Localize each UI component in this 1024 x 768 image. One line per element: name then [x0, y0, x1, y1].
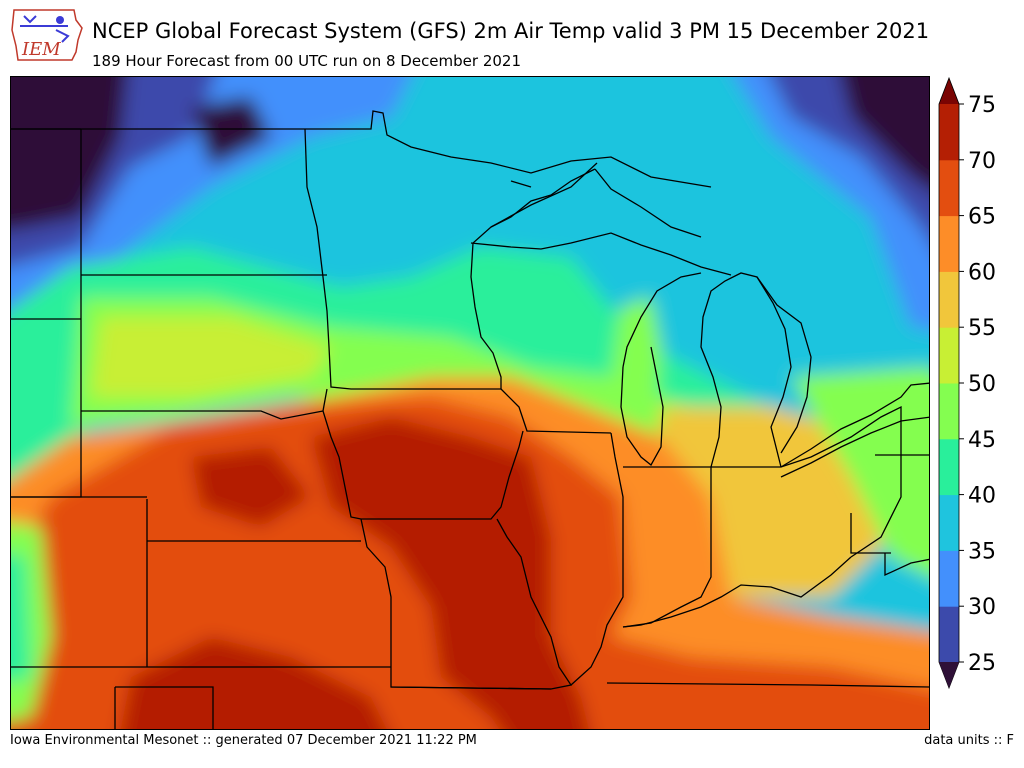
- colorbar-tick-label: 55: [968, 316, 996, 341]
- colorbar-tick-label: 30: [968, 595, 996, 620]
- map-title: NCEP Global Forecast System (GFS) 2m Air…: [92, 19, 930, 43]
- colorbar-bin: [939, 215, 959, 272]
- temperature-colorbar: 25 30 35 40 45 50 55 60 65 70 75: [938, 76, 1024, 692]
- colorbar-tick-label: 75: [968, 93, 996, 118]
- colorbar-bin: [939, 606, 959, 663]
- footer-units: data units :: F: [924, 733, 1014, 748]
- iem-logo: IEM: [10, 6, 84, 66]
- colorbar-under-arrow: [939, 662, 959, 688]
- colorbar-tick-label: 40: [968, 484, 996, 509]
- footer-credit: Iowa Environmental Mesonet :: generated …: [10, 733, 477, 748]
- colorbar-bin: [939, 550, 959, 607]
- state-boundaries: [11, 110, 929, 729]
- colorbar-tick-label: 45: [968, 428, 996, 453]
- colorbar-tick-label: 35: [968, 539, 996, 564]
- colorbar-bin: [939, 159, 959, 217]
- colorbar-bin: [939, 271, 959, 328]
- colorbar-tick-label: 70: [968, 149, 996, 174]
- colorbar-tick-label: 60: [968, 260, 996, 285]
- colorbar-bin: [939, 438, 959, 496]
- colorbar-tick-label: 65: [968, 205, 996, 230]
- temperature-field: [11, 77, 929, 729]
- temperature-map: [10, 76, 930, 730]
- colorbar-bin: [939, 327, 959, 384]
- colorbar-tick-label: 50: [968, 372, 996, 397]
- colorbar-bin: [939, 104, 959, 161]
- colorbar-bin: [939, 494, 959, 551]
- colorbar-bin: [939, 383, 959, 440]
- colorbar-tick-label: 25: [968, 651, 996, 676]
- colorbar-over-arrow: [939, 78, 959, 104]
- logo-text: IEM: [21, 39, 61, 60]
- map-subtitle: 189 Hour Forecast from 00 UTC run on 8 D…: [92, 52, 522, 70]
